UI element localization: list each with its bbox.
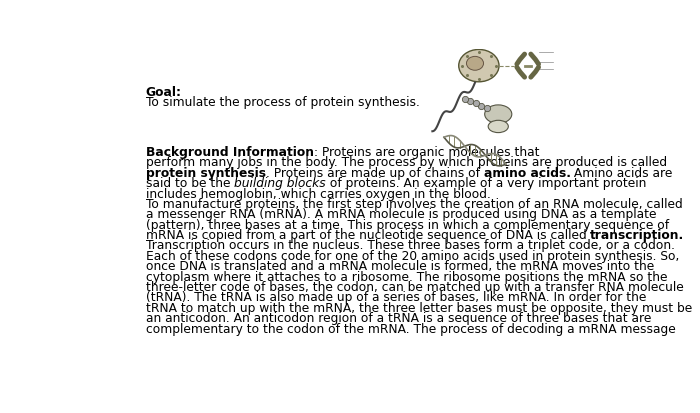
Text: complementary to the codon of the mRNA. The process of decoding a mRNA message: complementary to the codon of the mRNA. … — [146, 322, 676, 335]
Text: protein synthesis: protein synthesis — [146, 166, 265, 179]
Text: tRNA to match up with the mRNA, the three letter bases must be opposite, they mu: tRNA to match up with the mRNA, the thre… — [146, 301, 692, 314]
Text: (tRNA). The tRNA is also made up of a series of bases, like mRNA. In order for t: (tRNA). The tRNA is also made up of a se… — [146, 291, 646, 304]
Text: perform many jobs in the body. The process by which proteins are produced is cal: perform many jobs in the body. The proce… — [146, 156, 666, 169]
Text: amino acids.: amino acids. — [484, 166, 570, 179]
Text: a messenger RNA (mRNA). A mRNA molecule is produced using DNA as a template: a messenger RNA (mRNA). A mRNA molecule … — [146, 208, 656, 221]
Text: Amino acids are: Amino acids are — [570, 166, 673, 179]
Text: includes hemoglobin, which carries oxygen in the blood.: includes hemoglobin, which carries oxyge… — [146, 187, 491, 200]
Ellipse shape — [488, 121, 508, 133]
Text: of proteins. An example of a very important protein: of proteins. An example of a very import… — [326, 177, 646, 190]
Text: . Proteins are made up of chains of: . Proteins are made up of chains of — [265, 166, 484, 179]
Text: cytoplasm where it attaches to a ribosome. The ribosome positions the mRNA so th: cytoplasm where it attaches to a ribosom… — [146, 270, 667, 283]
Text: mRNA is copied from a part of the nucleotide sequence of DNA is called: mRNA is copied from a part of the nucleo… — [146, 228, 590, 242]
Text: Transcription occurs in the nucleus. These three bases form a triplet code, or a: Transcription occurs in the nucleus. The… — [146, 239, 675, 252]
Text: To simulate the process of protein synthesis.: To simulate the process of protein synth… — [146, 96, 419, 109]
Text: said to be the: said to be the — [146, 177, 234, 190]
Text: : Proteins are organic molecules that: : Proteins are organic molecules that — [314, 145, 539, 159]
Text: (pattern), three bases at a time. This process in which a complementary sequence: (pattern), three bases at a time. This p… — [146, 218, 668, 231]
Ellipse shape — [466, 57, 484, 71]
Text: To manufacture proteins, the first step involves the creation of an RNA molecule: To manufacture proteins, the first step … — [146, 197, 682, 210]
Text: Background Information: Background Information — [146, 145, 314, 159]
Ellipse shape — [458, 50, 499, 83]
Text: Each of these codons code for one of the 20 amino acids used in protein synthesi: Each of these codons code for one of the… — [146, 249, 679, 262]
Text: an anticodon. An anticodon region of a tRNA is a sequence of three bases that ar: an anticodon. An anticodon region of a t… — [146, 311, 651, 325]
Text: transcription.: transcription. — [590, 228, 685, 242]
Text: once DNA is translated and a mRNA molecule is formed, the mRNA moves into the: once DNA is translated and a mRNA molecu… — [146, 260, 654, 273]
Text: Goal:: Goal: — [146, 85, 181, 99]
Ellipse shape — [484, 106, 512, 124]
Text: three-letter code of bases, the codon, can be matched up with a transfer RNA mol: three-letter code of bases, the codon, c… — [146, 280, 683, 293]
Text: building blocks: building blocks — [234, 177, 326, 190]
